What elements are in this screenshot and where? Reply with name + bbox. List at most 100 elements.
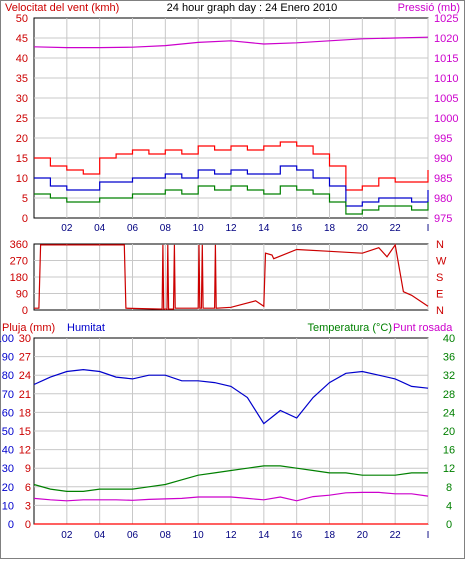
chart-title: 24 hour graph day : 24 Enero 2010: [167, 2, 338, 14]
compass-label: E: [436, 289, 443, 301]
wind-average-series: [34, 165, 429, 207]
x-tick-label: 10: [193, 530, 205, 541]
legend-humidity: Humitat: [67, 322, 105, 334]
wind-speed-series: [34, 185, 429, 215]
temperature-tick-label: 16: [443, 445, 455, 457]
temperature-tick-label: 28: [443, 389, 455, 401]
x-tick-label: I: [427, 530, 430, 541]
wind-speed-tick-label: 15: [16, 153, 28, 165]
rain-tick-label: 3: [25, 500, 31, 512]
compass-label: W: [436, 256, 447, 268]
humidity-tick-label: 50: [2, 426, 14, 438]
rain-tick-label: 6: [25, 482, 31, 494]
rain-tick-label: 0: [25, 519, 31, 531]
wind-speed-tick-label: 25: [16, 113, 28, 125]
pressure-tick-label: 990: [434, 153, 452, 165]
wind-speed-tick-label: 35: [16, 73, 28, 85]
compass-label: S: [436, 272, 443, 284]
compass-label: N: [436, 305, 444, 317]
wind-speed-tick-label: 5: [22, 193, 28, 205]
x-tick-label: 08: [160, 530, 172, 541]
humidity-tick-label: 60: [2, 407, 14, 419]
compass-label: N: [436, 239, 444, 251]
temperature-tick-label: 4: [446, 500, 452, 512]
pressure-series: [33, 36, 429, 49]
temperature-tick-label: 36: [443, 352, 455, 364]
wind-speed-tick-label: 20: [16, 133, 28, 145]
wind-speed-tick-label: 50: [16, 13, 28, 25]
temperature-tick-label: 0: [446, 519, 452, 531]
pressure-tick-label: 1025: [434, 13, 458, 25]
x-tick-label: 04: [94, 530, 106, 541]
legend-rain: Pluja (mm): [2, 322, 55, 334]
humidity-series: [33, 368, 429, 425]
rain-tick-label: 30: [19, 333, 31, 345]
x-tick-label: 12: [225, 530, 237, 541]
humidity-temperature-panel: 02 04 06 08 10 12 14 16 18 20 22 I01020304050607080…: [0, 333, 455, 541]
rain-tick-label: 18: [19, 407, 31, 419]
x-tick-label: 12: [225, 223, 237, 234]
pressure-tick-label: 1010: [434, 73, 458, 85]
humidity-tick-label: 10: [2, 500, 14, 512]
x-tick-label: 06: [127, 223, 139, 234]
x-tick-label: 18: [324, 530, 336, 541]
rain-tick-label: 27: [19, 352, 31, 364]
wind-speed-tick-label: 0: [22, 213, 28, 225]
humidity-tick-label: 0: [8, 519, 14, 531]
wind-speed-tick-label: 40: [16, 53, 28, 65]
humidity-tick-label: 90: [2, 352, 14, 364]
wind-direction-tick-label: 0: [22, 305, 28, 317]
x-tick-label: 18: [324, 223, 336, 234]
pressure-tick-label: 985: [434, 173, 452, 185]
temperature-tick-label: 20: [443, 426, 455, 438]
rain-tick-label: 15: [19, 426, 31, 438]
pressure-tick-label: 995: [434, 133, 452, 145]
x-tick-label: 14: [258, 530, 270, 541]
pressure-tick-label: 1000: [434, 113, 458, 125]
temperature-tick-label: 24: [443, 407, 455, 419]
wind-speed-tick-label: 10: [16, 173, 28, 185]
pressure-tick-label: 980: [434, 193, 452, 205]
wind-direction-series: [34, 243, 429, 310]
x-tick-label: 04: [94, 223, 106, 234]
dew-point-series: [33, 491, 429, 502]
temperature-tick-label: 32: [443, 370, 455, 382]
humidity-tick-label: 20: [2, 482, 14, 494]
rain-tick-label: 24: [19, 370, 31, 382]
x-tick-label: 22: [390, 223, 402, 234]
rain-tick-label: 12: [19, 445, 31, 457]
x-tick-label: 22: [390, 530, 402, 541]
x-tick-label: 06: [127, 530, 139, 541]
x-tick-label: 20: [357, 223, 369, 234]
wind-direction-tick-label: 180: [10, 272, 28, 284]
wind-gust-series: [34, 141, 429, 191]
pressure-tick-label: 975: [434, 213, 452, 225]
wind-direction-tick-label: 90: [16, 289, 28, 301]
pressure-axis-title: Pressió (mb): [398, 2, 460, 14]
x-tick-label: 16: [291, 223, 303, 234]
wind-speed-tick-label: 30: [16, 93, 28, 105]
x-tick-label: I: [427, 223, 430, 234]
humidity-tick-label: 30: [2, 463, 14, 475]
wind-direction-tick-label: 360: [10, 239, 28, 251]
x-tick-label: 08: [160, 223, 172, 234]
humidity-tick-label: 40: [2, 445, 14, 457]
wind-axis-title: Velocitat del vent (kmh): [5, 2, 119, 14]
legend-dew-point: Punt rosada: [393, 322, 453, 334]
wind-pressure-panel: 02 04 06 08 10 12 14 16 18 20 22 I05101520253035404…: [16, 13, 459, 234]
humidity-tick-label: 70: [2, 389, 14, 401]
wind-direction-tick-label: 270: [10, 256, 28, 268]
legend-temperature: Temperatura (°C): [308, 322, 392, 334]
temperature-tick-label: 12: [443, 463, 455, 475]
pressure-tick-label: 1005: [434, 93, 458, 105]
rain-tick-label: 21: [19, 389, 31, 401]
pressure-tick-label: 1015: [434, 53, 458, 65]
humidity-tick-label: 80: [2, 370, 14, 382]
temperature-series: [33, 465, 428, 492]
x-tick-label: 16: [291, 530, 303, 541]
pressure-tick-label: 1020: [434, 33, 458, 45]
x-tick-label: 02: [61, 223, 73, 234]
